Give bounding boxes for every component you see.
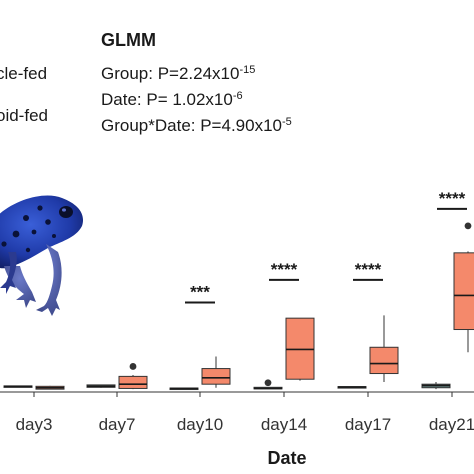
significance-label-day17: **** — [355, 260, 382, 279]
box-group2-day3 — [35, 385, 65, 390]
box-body — [453, 252, 474, 331]
glmm-stat-date: Date: P= 1.02x10-6 — [101, 90, 243, 109]
box-group2-day14 — [285, 317, 315, 381]
outlier-point — [129, 363, 137, 370]
box-group1-day10 — [169, 387, 199, 391]
box-group1-day3 — [3, 385, 33, 388]
legend-label-group-2: oid-fed — [0, 106, 48, 125]
outlier-point — [464, 222, 472, 230]
box-body — [118, 375, 148, 389]
x-axis-title: Date — [267, 448, 306, 468]
box-group2-day21 — [453, 222, 474, 353]
significance-label-day21: **** — [439, 189, 466, 208]
glmm-stat-interaction: Group*Date: P=4.90x10-5 — [101, 116, 292, 135]
legend-label-group-1: cle-fed — [0, 64, 48, 83]
x-tick-label-day14: day14 — [261, 415, 307, 434]
box-group1-day17 — [337, 386, 367, 389]
x-tick-label-day21: day21 — [429, 415, 474, 434]
glmm-title: GLMM — [101, 30, 156, 50]
box-group1-day7 — [86, 384, 116, 388]
box-group1-day14 — [253, 379, 283, 390]
box-body — [201, 368, 231, 385]
x-tick-label-day10: day10 — [177, 415, 223, 434]
box-group2-day10 — [201, 356, 231, 388]
significance-label-day10: *** — [190, 283, 210, 302]
poison-dart-frog-image — [0, 195, 83, 316]
x-tick-label-day7: day7 — [99, 415, 136, 434]
x-tick-label-day17: day17 — [345, 415, 391, 434]
box-group1-day21 — [421, 382, 451, 390]
glmm-stat-group: Group: P=2.24x10-15 — [101, 64, 256, 83]
box-group2-day7 — [118, 363, 148, 390]
outlier-point — [264, 379, 272, 387]
significance-label-day14: **** — [271, 260, 298, 279]
box-body — [369, 346, 399, 375]
x-tick-label-day3: day3 — [16, 415, 53, 434]
box-group2-day17 — [369, 315, 399, 383]
